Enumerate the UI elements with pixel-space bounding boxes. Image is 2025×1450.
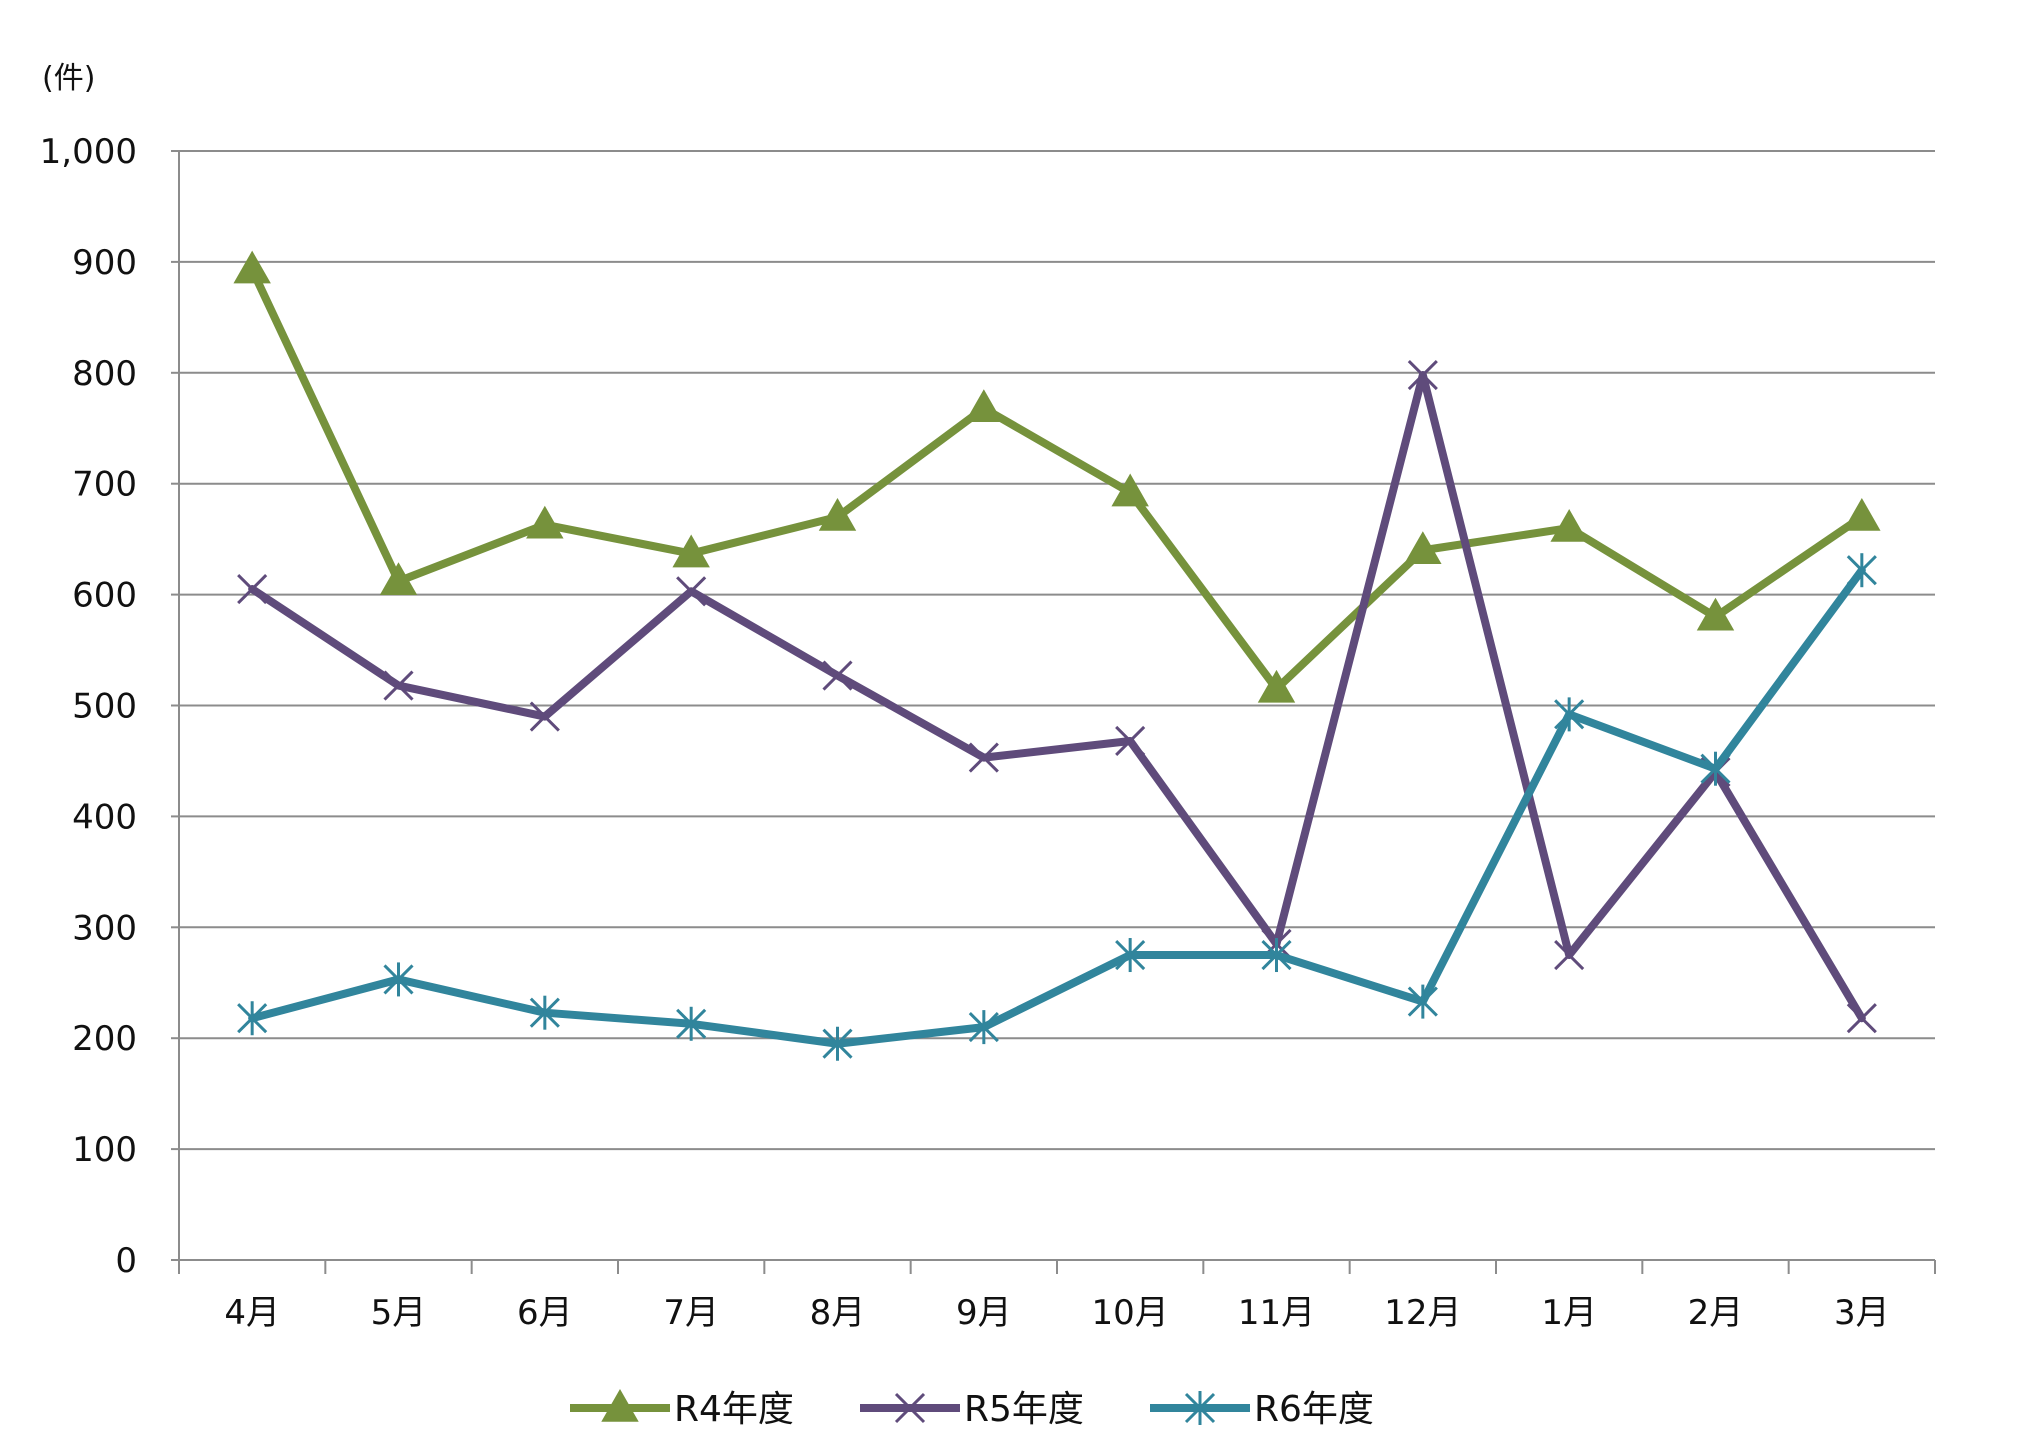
x-tick-label: 4月 bbox=[224, 1293, 280, 1333]
x-tick-label: 1月 bbox=[1541, 1293, 1597, 1333]
data-point bbox=[379, 562, 418, 596]
y-tick-label: 300 bbox=[72, 908, 137, 948]
x-tick-label: 7月 bbox=[663, 1293, 719, 1333]
legend-label: R6年度 bbox=[1254, 1389, 1374, 1430]
legend-marker bbox=[601, 1388, 639, 1422]
data-point bbox=[1407, 359, 1438, 391]
data-point bbox=[822, 660, 853, 691]
data-point bbox=[676, 576, 707, 607]
data-point bbox=[1554, 939, 1585, 971]
y-tick-label: 900 bbox=[72, 243, 137, 283]
x-tick-label: 5月 bbox=[371, 1293, 427, 1333]
data-point bbox=[526, 505, 564, 539]
data-point bbox=[1115, 725, 1146, 757]
data-point bbox=[529, 995, 560, 1030]
data-point bbox=[1554, 697, 1585, 732]
series-3 bbox=[237, 553, 1877, 1061]
x-tick-label: 9月 bbox=[956, 1293, 1012, 1333]
data-point bbox=[383, 670, 414, 701]
series-line bbox=[248, 371, 1866, 1023]
x-axis-ticks: 4月 5月 6月 7月 8月 9月 10月 11月 12月 1月 2月 3月 bbox=[178, 1260, 1936, 1333]
legend-item: R5年度 bbox=[860, 1389, 1084, 1430]
x-tick-label: 8月 bbox=[810, 1293, 866, 1333]
data-point bbox=[822, 1026, 853, 1061]
grid bbox=[179, 150, 1935, 1151]
data-point bbox=[1404, 531, 1442, 564]
data-point bbox=[1550, 509, 1588, 542]
legend-marker bbox=[894, 1392, 926, 1424]
x-tick-label: 6月 bbox=[517, 1293, 573, 1333]
data-point bbox=[1696, 597, 1735, 631]
y-tick-label: 600 bbox=[72, 576, 137, 616]
x-tick-label: 3月 bbox=[1834, 1293, 1890, 1333]
legend-label: R4年度 bbox=[674, 1389, 794, 1430]
data-point bbox=[1846, 1003, 1877, 1034]
data-point bbox=[968, 1010, 999, 1045]
y-tick-label: 200 bbox=[72, 1019, 137, 1059]
series-line bbox=[248, 566, 1866, 1048]
data-point bbox=[233, 250, 271, 284]
data-point bbox=[1261, 938, 1292, 973]
data-point bbox=[237, 573, 268, 605]
legend-item: R4年度 bbox=[570, 1388, 794, 1430]
series-1 bbox=[233, 250, 1881, 703]
y-tick-label: 500 bbox=[72, 687, 137, 727]
y-axis-ticks: 0 100 200 300 400 500 600 700 800 900 1,000 bbox=[40, 132, 179, 1281]
data-point bbox=[1115, 938, 1146, 973]
x-tick-label: 11月 bbox=[1238, 1293, 1315, 1333]
legend-item: R6年度 bbox=[1150, 1389, 1374, 1430]
data-point bbox=[965, 389, 1003, 423]
data-point bbox=[1846, 553, 1877, 588]
data-point bbox=[1257, 669, 1296, 703]
series-line bbox=[248, 265, 1866, 693]
data-point bbox=[383, 962, 414, 997]
x-tick-label: 12月 bbox=[1384, 1293, 1461, 1333]
legend-marker bbox=[1184, 1391, 1216, 1425]
y-axis-unit-label: (件) bbox=[42, 61, 95, 96]
data-point bbox=[818, 497, 857, 531]
x-tick-label: 2月 bbox=[1688, 1293, 1744, 1333]
data-point bbox=[968, 742, 999, 773]
data-point bbox=[1111, 473, 1149, 507]
y-tick-label: 700 bbox=[72, 465, 137, 505]
data-point bbox=[1843, 497, 1881, 531]
y-tick-label: 400 bbox=[72, 797, 137, 837]
series-group bbox=[233, 250, 1881, 1061]
data-point bbox=[672, 534, 710, 568]
data-point bbox=[529, 701, 560, 732]
series-2 bbox=[237, 359, 1877, 1034]
y-tick-label: 0 bbox=[115, 1241, 137, 1281]
data-point bbox=[676, 1006, 707, 1041]
x-tick-label: 10月 bbox=[1092, 1293, 1169, 1333]
data-point bbox=[1700, 751, 1731, 786]
y-tick-label: 1,000 bbox=[40, 132, 137, 172]
data-point bbox=[237, 1001, 268, 1036]
legend-label: R5年度 bbox=[964, 1389, 1084, 1430]
y-tick-label: 800 bbox=[72, 354, 137, 394]
data-point bbox=[1407, 984, 1438, 1019]
legend: R4年度 R5年度 R6年度 bbox=[570, 1388, 1374, 1430]
y-tick-label: 100 bbox=[72, 1130, 137, 1170]
